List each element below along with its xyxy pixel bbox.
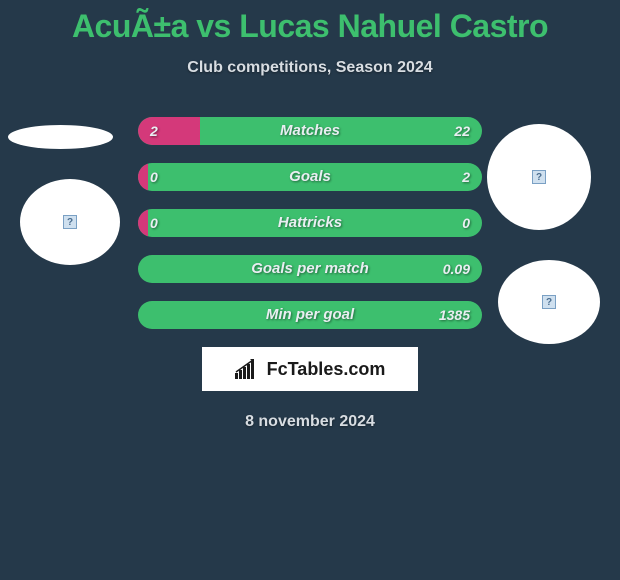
placeholder-icon: ? (532, 170, 546, 184)
placeholder-icon: ? (63, 215, 77, 229)
bar-row: Matches222 (138, 117, 482, 145)
date-label: 8 november 2024 (0, 413, 620, 431)
avatar-circle-right: ? (498, 260, 600, 344)
bar-value-left: 0 (150, 163, 158, 191)
page-title: AcuÃ±a vs Lucas Nahuel Castro (0, 0, 620, 45)
bar-row: Hattricks0 0 (138, 209, 482, 237)
comparison-bars: Matches222Goals02Hattricks00Goals per ma… (138, 117, 482, 329)
bar-value-right: 22 (454, 117, 470, 145)
bar-row: Goals0 2 (138, 163, 482, 191)
placeholder-icon: ? (542, 295, 556, 309)
avatar-circle-top-right: ? (487, 124, 591, 230)
bar-label: Matches (138, 117, 482, 145)
bar-value-right: 0.09 (443, 255, 470, 283)
bar-label: Hattricks (138, 209, 482, 237)
logo-text: FcTables.com (267, 359, 386, 380)
bar-label: Goals per match (138, 255, 482, 283)
bar-row: Goals per match0.09 (138, 255, 482, 283)
bar-value-right: 2 (462, 163, 470, 191)
logo-box: FcTables.com (202, 347, 418, 391)
bar-label: Goals (138, 163, 482, 191)
bar-value-right: 0 (462, 209, 470, 237)
subtitle: Club competitions, Season 2024 (0, 59, 620, 77)
bar-row: Min per goal1385 (138, 301, 482, 329)
bar-label: Min per goal (138, 301, 482, 329)
bar-value-left: 0 (150, 209, 158, 237)
bar-value-left: 2 (150, 117, 158, 145)
bars-icon (235, 359, 261, 379)
bar-value-right: 1385 (439, 301, 470, 329)
avatar-circle-left: ? (20, 179, 120, 265)
logo: FcTables.com (235, 359, 386, 380)
avatar-ellipse-top-left (8, 125, 113, 149)
